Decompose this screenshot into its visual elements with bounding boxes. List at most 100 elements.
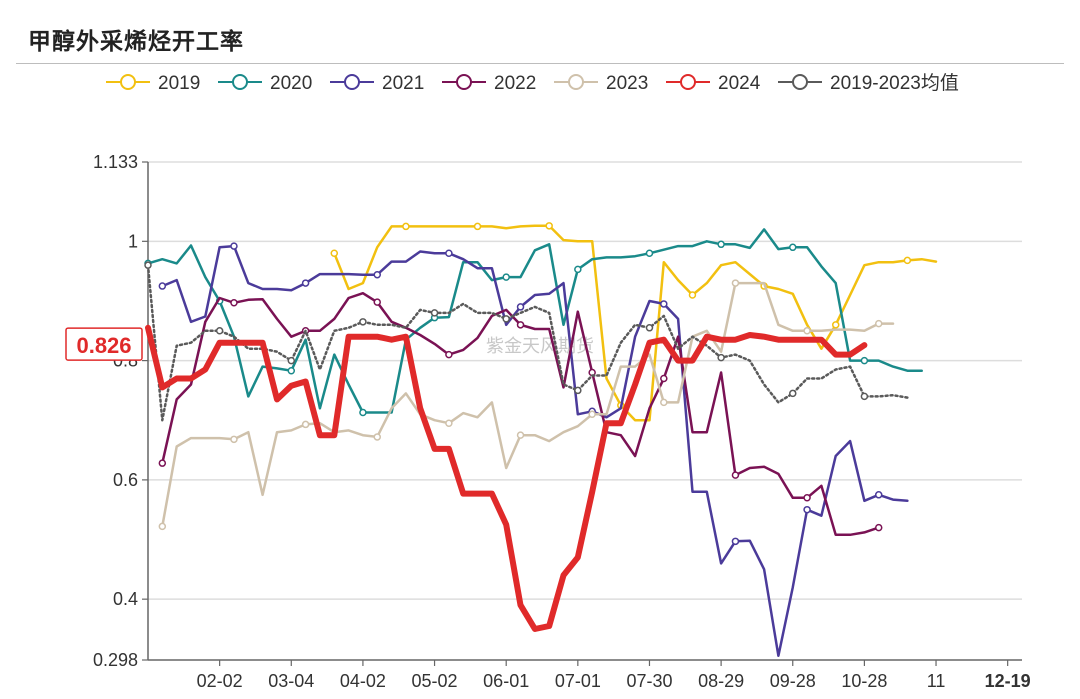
legend-label: 2023 bbox=[606, 73, 648, 94]
x-tick-label: 12-19 bbox=[985, 671, 1031, 691]
data-point bbox=[359, 408, 367, 417]
legend-item-2023[interactable]: 2023 bbox=[554, 73, 648, 94]
data-point bbox=[789, 389, 797, 398]
badge-box bbox=[65, 327, 143, 361]
data-point bbox=[717, 240, 725, 249]
legend-label: 2024 bbox=[718, 73, 761, 94]
data-point bbox=[731, 537, 740, 546]
series-line-2021 bbox=[161, 244, 909, 658]
data-point bbox=[445, 350, 453, 359]
y-tick-label: 0.298 bbox=[93, 650, 138, 670]
data-point bbox=[731, 279, 740, 287]
legend-marker bbox=[456, 74, 472, 90]
data-point bbox=[574, 386, 582, 395]
x-tick-label: 05-02 bbox=[412, 671, 458, 691]
data-point bbox=[158, 459, 167, 467]
data-point bbox=[874, 491, 883, 499]
x-tick-label: 04-02 bbox=[340, 671, 386, 691]
data-point bbox=[803, 494, 811, 502]
legend-item-2022[interactable]: 2022 bbox=[442, 73, 536, 94]
data-point bbox=[445, 249, 453, 258]
y-tick-label: 0.4 bbox=[113, 589, 138, 609]
legend-item-2020[interactable]: 2020 bbox=[218, 73, 312, 94]
legend-marker bbox=[120, 74, 136, 90]
data-point bbox=[803, 327, 811, 335]
x-tick-label: 09-28 bbox=[770, 671, 816, 691]
data-point bbox=[660, 300, 668, 308]
legend-label: 2019 bbox=[158, 73, 200, 94]
data-point bbox=[660, 374, 668, 383]
data-point bbox=[803, 505, 811, 514]
data-point bbox=[430, 309, 439, 317]
data-point bbox=[860, 392, 869, 401]
data-point bbox=[330, 249, 339, 258]
x-tick-label: 02-02 bbox=[197, 671, 243, 691]
data-point bbox=[359, 318, 367, 326]
data-point bbox=[445, 419, 453, 427]
data-point bbox=[516, 431, 525, 439]
legend-marker bbox=[344, 74, 360, 90]
data-point bbox=[645, 324, 654, 332]
data-point bbox=[660, 398, 668, 407]
series-group bbox=[144, 222, 938, 658]
data-point bbox=[831, 321, 840, 329]
data-point bbox=[287, 356, 296, 365]
legend-label: 2022 bbox=[494, 73, 536, 94]
data-point bbox=[473, 222, 482, 231]
data-point bbox=[516, 321, 525, 329]
data-point bbox=[874, 319, 883, 328]
data-point bbox=[502, 273, 510, 281]
x-tick-label: 03-04 bbox=[268, 671, 314, 691]
data-point bbox=[158, 522, 167, 531]
data-point bbox=[373, 270, 381, 279]
legend-marker bbox=[792, 74, 808, 90]
series-line-2022 bbox=[161, 291, 880, 537]
legend-item-2019[interactable]: 2019 bbox=[106, 73, 200, 94]
data-point bbox=[789, 243, 797, 252]
data-point bbox=[874, 523, 883, 532]
data-point bbox=[215, 327, 224, 335]
y-tick-label: 1 bbox=[128, 231, 138, 251]
legend-item-2021[interactable]: 2021 bbox=[330, 73, 424, 94]
data-point bbox=[502, 315, 510, 323]
data-point bbox=[373, 298, 381, 306]
data-point bbox=[574, 265, 582, 274]
legend-marker bbox=[232, 74, 248, 90]
axes: 0.2980.40.60.811.13302-0203-0404-0205-02… bbox=[93, 152, 1031, 691]
data-point bbox=[717, 353, 725, 362]
legend-label: 2019-2023均值 bbox=[830, 72, 959, 94]
data-point bbox=[903, 256, 912, 265]
data-point bbox=[731, 471, 740, 479]
data-point bbox=[402, 222, 410, 231]
legend-label: 2021 bbox=[382, 73, 424, 94]
x-tick-label: 10-28 bbox=[841, 671, 887, 691]
data-point bbox=[516, 303, 525, 311]
y-tick-label: 1.133 bbox=[93, 152, 138, 172]
series-line-2024 bbox=[145, 324, 868, 632]
legend[interactable]: 2019 2020 2021 2022 2023 2024 2019-2023均值 bbox=[106, 72, 959, 94]
data-point bbox=[860, 356, 869, 365]
y-tick-label: 0.6 bbox=[113, 470, 138, 490]
data-point bbox=[230, 435, 238, 444]
current-value-badge: 0.826 bbox=[65, 327, 143, 361]
data-point bbox=[688, 291, 697, 299]
chart-title: 甲醇外采烯烃开工率 bbox=[28, 29, 244, 55]
data-point bbox=[588, 410, 596, 419]
legend-item-2019-2023均值[interactable]: 2019-2023均值 bbox=[778, 72, 959, 94]
legend-marker bbox=[680, 74, 696, 90]
x-tick-label: 08-29 bbox=[698, 671, 744, 691]
title-divider bbox=[16, 63, 1064, 64]
data-point bbox=[287, 366, 296, 375]
legend-item-2024[interactable]: 2024 bbox=[666, 73, 761, 94]
data-point bbox=[373, 433, 381, 441]
x-tick-label: 07-30 bbox=[626, 671, 672, 691]
data-point bbox=[230, 242, 238, 250]
series-line-2023 bbox=[161, 281, 895, 528]
x-tick-label: 06-01 bbox=[483, 671, 529, 691]
data-point bbox=[301, 420, 310, 429]
watermark: 紫金天风期货 bbox=[486, 336, 594, 357]
data-point bbox=[545, 222, 553, 230]
legend-label: 2020 bbox=[270, 73, 312, 94]
data-point bbox=[301, 279, 310, 287]
